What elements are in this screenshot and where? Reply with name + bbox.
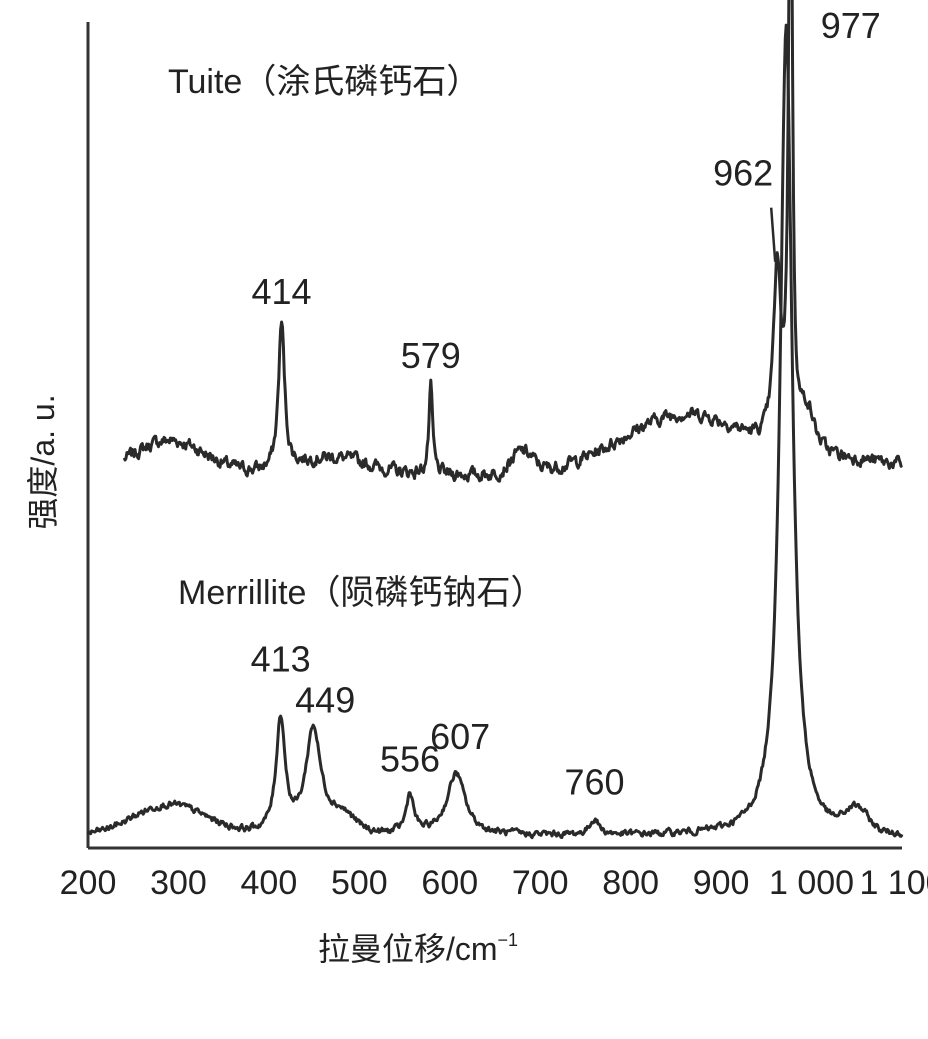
x-tick-label-200: 200 [60, 864, 117, 902]
series-line-merrillite [86, 23, 904, 840]
x-axis-title-text: 拉曼位移/cm [318, 931, 498, 967]
peak-label-413: 413 [251, 638, 311, 679]
series-label-tuite: Tuite（涂氏磷钙石） [168, 63, 480, 101]
peak-label-962: 962 [713, 153, 773, 194]
x-axis-title: 拉曼位移/cm−1 [318, 930, 518, 967]
x-tick-label-1000: 1 000 [769, 864, 854, 902]
y-axis-title: 强度/a. u. [25, 394, 61, 529]
x-tick-label-800: 800 [602, 864, 659, 902]
x-tick-label-700: 700 [512, 864, 569, 902]
peak-label-556: 556 [380, 739, 440, 780]
series-line-tuite [122, 0, 903, 483]
x-tick-label-500: 500 [331, 864, 388, 902]
peak-leader-lines [769, 207, 777, 262]
x-tick-label-900: 900 [693, 864, 750, 902]
x-axis-title-superscript: −1 [498, 930, 519, 950]
peak-label-414: 414 [252, 271, 312, 312]
x-tick-label-600: 600 [421, 864, 478, 902]
x-tick-label-1100: 1 100 [859, 864, 928, 902]
x-tick-label-400: 400 [241, 864, 298, 902]
leader-line-962 [769, 207, 777, 262]
series-label-merrillite: Merrillite（陨磷钙钠石） [178, 574, 544, 612]
peak-label-760: 760 [564, 761, 624, 802]
peak-label-607: 607 [430, 716, 490, 757]
peak-label-579: 579 [401, 335, 461, 376]
peak-label-977: 977 [821, 5, 881, 46]
peak-label-449: 449 [295, 680, 355, 721]
peak-labels: 414579962976977413449556607760 [251, 5, 881, 802]
x-tick-label-300: 300 [150, 864, 207, 902]
